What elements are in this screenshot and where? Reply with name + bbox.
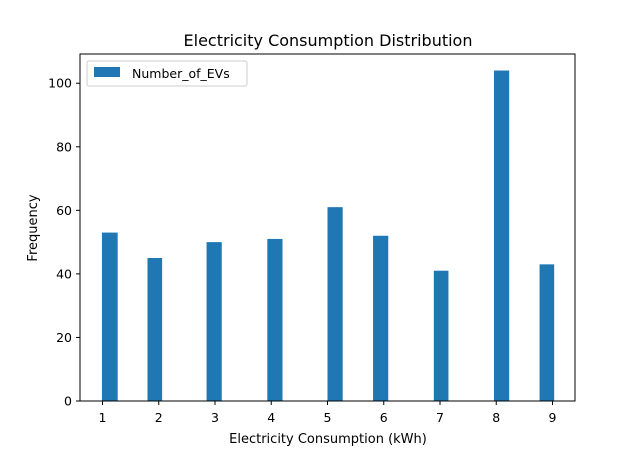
x-axis-label: Electricity Consumption (kWh) [229,432,427,447]
histogram-bar-9 [539,264,555,401]
y-tick-label: 40 [56,266,72,281]
x-tick-label: 8 [492,410,500,425]
chart-title: Electricity Consumption Distribution [184,31,473,50]
x-tick-label: 5 [324,410,332,425]
y-axis-label: Frequency [26,194,41,261]
y-tick-label: 20 [56,330,72,345]
histogram-bar-7 [433,270,449,401]
legend-label: Number_of_EVs [132,66,230,81]
y-axis-ticks: 0 20 40 60 80 100 [48,76,80,409]
y-tick-label: 60 [56,203,72,218]
histogram-bar-6 [373,235,389,401]
histogram-bar-2 [147,258,163,401]
x-axis-ticks: 1 2 3 4 5 6 7 8 9 [99,401,557,425]
histogram-bar-3 [206,242,222,401]
y-tick-label: 80 [56,139,72,154]
x-tick-label: 4 [267,410,275,425]
x-tick-label: 1 [99,410,107,425]
legend: Number_of_EVs [86,60,248,87]
plot-frame [79,53,576,402]
x-tick-label: 6 [380,410,388,425]
histogram-bar-8 [494,70,510,402]
x-tick-label: 3 [211,410,219,425]
x-tick-label: 9 [549,410,557,425]
histogram-bar-5 [327,207,343,401]
x-tick-label: 7 [436,410,444,425]
histogram-bar-4 [267,238,283,401]
x-tick-label: 2 [155,410,163,425]
y-tick-label: 0 [64,394,72,409]
y-tick-label: 100 [48,76,72,91]
legend-swatch [94,67,120,77]
histogram-bar-1 [101,232,118,401]
legend-frame [86,60,248,87]
bars-layer [101,70,555,402]
